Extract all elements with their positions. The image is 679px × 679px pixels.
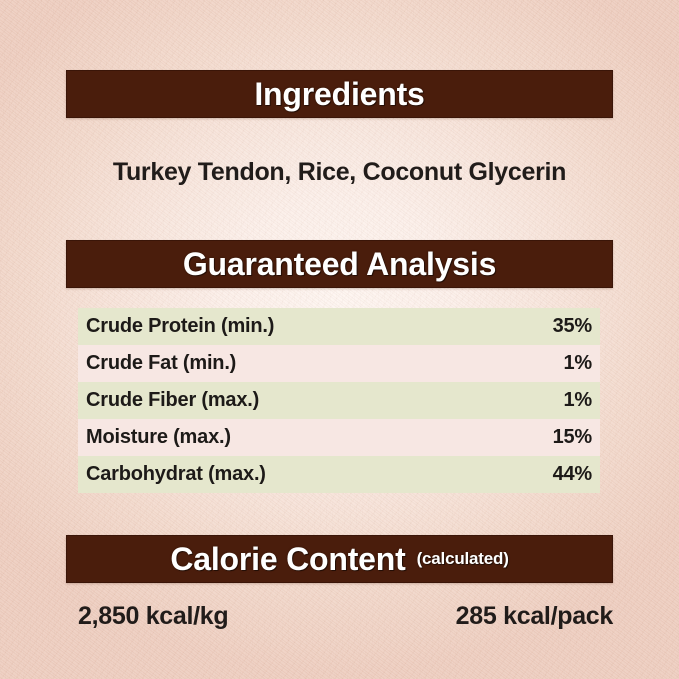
table-row: Crude Fiber (max.) 1% xyxy=(78,382,600,419)
nutrient-label: Moisture (max.) xyxy=(86,426,231,448)
calorie-content-header-bar: Calorie Content (calculated) xyxy=(66,535,613,583)
table-row: Moisture (max.) 15% xyxy=(78,419,600,456)
nutrient-value: 1% xyxy=(563,389,592,411)
ingredients-header-bar: Ingredients xyxy=(66,70,613,118)
nutrient-value: 15% xyxy=(552,426,593,448)
guaranteed-analysis-header-bar: Guaranteed Analysis xyxy=(66,240,613,288)
calories-per-pack: 285 kcal/pack xyxy=(455,602,614,630)
table-row: Crude Protein (min.) 35% xyxy=(78,308,600,345)
nutrient-value: 1% xyxy=(563,352,592,374)
nutrient-label: Crude Fiber (max.) xyxy=(86,389,260,411)
nutrient-value: 35% xyxy=(552,315,593,337)
calories-per-kilogram: 2,850 kcal/kg xyxy=(78,602,229,630)
calorie-values-row: 2,850 kcal/kg 285 kcal/pack xyxy=(78,602,613,631)
calorie-content-heading: Calorie Content xyxy=(170,540,406,577)
nutrient-label: Carbohydrat (max.) xyxy=(86,463,266,485)
ingredients-list: Turkey Tendon, Rice, Coconut Glycerin xyxy=(112,158,567,186)
table-row: Crude Fat (min.) 1% xyxy=(78,345,600,382)
nutrient-value: 44% xyxy=(552,463,593,485)
nutrient-label: Crude Fat (min.) xyxy=(86,352,237,374)
guaranteed-analysis-table: Crude Protein (min.) 35% Crude Fat (min.… xyxy=(78,308,600,493)
guaranteed-analysis-heading: Guaranteed Analysis xyxy=(182,245,497,282)
table-row: Carbohydrat (max.) 44% xyxy=(78,456,600,493)
calorie-content-subheading: (calculated) xyxy=(416,549,509,568)
nutrient-label: Crude Protein (min.) xyxy=(86,315,275,337)
ingredients-heading: Ingredients xyxy=(254,75,425,112)
